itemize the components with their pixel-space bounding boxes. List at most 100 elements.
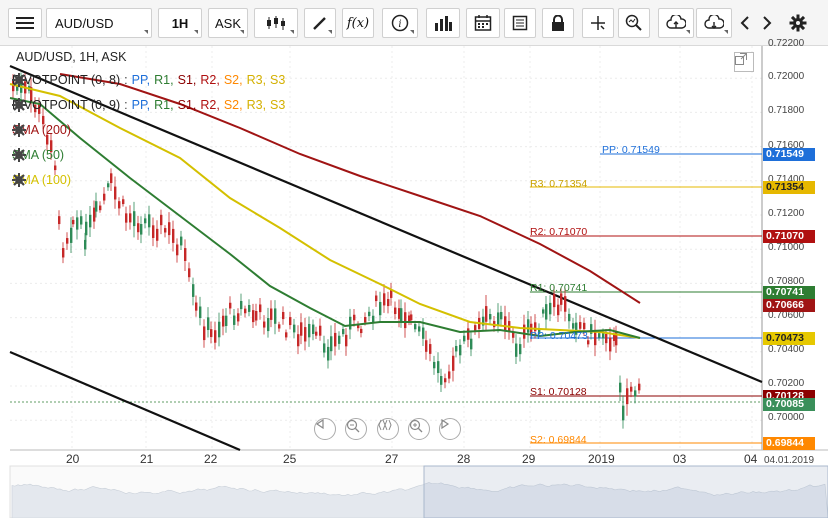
- expand-chart-button[interactable]: [734, 52, 754, 72]
- candle: [312, 324, 315, 334]
- overview-window: [423, 465, 828, 518]
- cloud-download-icon: [704, 15, 724, 29]
- download-button[interactable]: [696, 8, 732, 38]
- legend-s2: S2,: [223, 98, 243, 112]
- legend-sma-50[interactable]: SMA (50): [12, 148, 64, 162]
- candle: [572, 323, 575, 329]
- price-chart[interactable]: [0, 46, 828, 518]
- candle: [54, 165, 57, 171]
- scroll-back-button[interactable]: [314, 418, 336, 440]
- drawing-tool-button[interactable]: [304, 8, 336, 38]
- chart-type-button[interactable]: [254, 8, 298, 38]
- candle: [297, 334, 300, 347]
- close-icon[interactable]: [12, 73, 26, 87]
- chart-area[interactable]: AUD/USD, 1H, ASK PIVOTPOINT (0, 8) : PP,…: [0, 38, 828, 518]
- indicators-button[interactable]: f(x): [342, 8, 374, 38]
- fit-button[interactable]: [377, 418, 399, 440]
- scroll-left-button[interactable]: [734, 8, 756, 38]
- candle: [203, 326, 206, 341]
- info-button[interactable]: i: [382, 8, 418, 38]
- candle: [125, 213, 128, 223]
- candle: [452, 355, 455, 371]
- candle: [93, 207, 96, 222]
- candle: [289, 317, 292, 326]
- symbol-selector[interactable]: AUD/USD: [46, 8, 152, 38]
- price-tick: 0.71000: [768, 242, 805, 253]
- candle: [282, 311, 285, 320]
- close-icon[interactable]: [12, 173, 26, 187]
- upload-button[interactable]: [658, 8, 694, 38]
- candle: [425, 340, 428, 352]
- candle: [429, 344, 432, 354]
- price-tag-sma200: 0.70666: [763, 299, 815, 312]
- zoom-in-button[interactable]: [408, 418, 430, 440]
- lock-button[interactable]: [542, 8, 574, 38]
- candle: [225, 315, 228, 327]
- close-icon[interactable]: [12, 98, 26, 112]
- candle: [613, 334, 616, 341]
- candle: [364, 317, 367, 323]
- pivot-label-s2: S2: 0.69844: [530, 434, 587, 446]
- legend-pivot-8[interactable]: PIVOTPOINT (0, 8) : PP, R1, S1, R2, S2, …: [12, 73, 285, 87]
- candle: [38, 103, 41, 114]
- legend-sma-200[interactable]: SMA (200): [12, 123, 71, 137]
- sma-200-line: [59, 73, 641, 304]
- overview-area: [11, 482, 828, 518]
- close-icon[interactable]: [12, 123, 26, 137]
- cloud-upload-icon: [666, 15, 686, 29]
- legend-sep: :: [124, 73, 128, 87]
- pivot-label-r1: R1: 0.70741: [530, 282, 588, 294]
- candle: [327, 346, 330, 361]
- scroll-forward-button[interactable]: [439, 418, 461, 440]
- candle: [122, 199, 125, 205]
- dropdown-caret-icon: [240, 30, 244, 34]
- crosshair-button[interactable]: [582, 8, 614, 38]
- price-side-selector[interactable]: ASK: [208, 8, 248, 38]
- date-tick: 21: [140, 452, 154, 466]
- legend-pivot-9[interactable]: PIVOTPOINT (0, 9) : PP, R1, S1, R2, S2, …: [12, 98, 285, 112]
- price-tick: 0.72200: [768, 38, 805, 49]
- close-icon[interactable]: [12, 148, 26, 162]
- calendar-button[interactable]: [466, 8, 500, 38]
- candle: [323, 343, 326, 353]
- menu-button[interactable]: [8, 8, 42, 38]
- news-button[interactable]: [504, 8, 536, 38]
- volume-button[interactable]: [426, 8, 460, 38]
- gear-icon: [789, 14, 807, 32]
- candle: [255, 310, 258, 321]
- candle: [353, 314, 356, 321]
- candle: [110, 173, 113, 184]
- magnifier-chart-icon: [625, 14, 642, 31]
- timeframe-selector[interactable]: 1H: [158, 8, 202, 38]
- candle: [394, 307, 397, 315]
- candle: [319, 325, 322, 336]
- candle: [538, 329, 541, 334]
- candle: [248, 304, 251, 312]
- candle: [240, 300, 243, 310]
- price-tick: 0.71200: [768, 208, 805, 219]
- legend-r3: R3,: [246, 73, 267, 87]
- date-tick: 27: [385, 452, 399, 466]
- chevron-left-icon: [740, 16, 749, 30]
- zoom-button[interactable]: [618, 8, 650, 38]
- candle: [30, 87, 33, 103]
- scroll-right-button[interactable]: [756, 8, 778, 38]
- triangle-left-icon: [315, 419, 324, 429]
- candle: [114, 186, 117, 200]
- candle: [293, 324, 296, 333]
- candle: [459, 344, 462, 356]
- candle: [379, 301, 382, 316]
- zoom-out-button[interactable]: [345, 418, 367, 440]
- candle: [422, 327, 425, 339]
- settings-button[interactable]: [786, 8, 810, 38]
- candle: [304, 327, 307, 342]
- candle: [390, 290, 393, 298]
- price-tag-s2: 0.69844: [763, 437, 815, 450]
- candle: [218, 321, 221, 338]
- candle: [375, 295, 378, 302]
- candle: [129, 213, 132, 223]
- legend-sma-100[interactable]: SMA (100): [12, 173, 71, 187]
- bar-chart-icon: [435, 16, 452, 31]
- candle: [587, 340, 590, 345]
